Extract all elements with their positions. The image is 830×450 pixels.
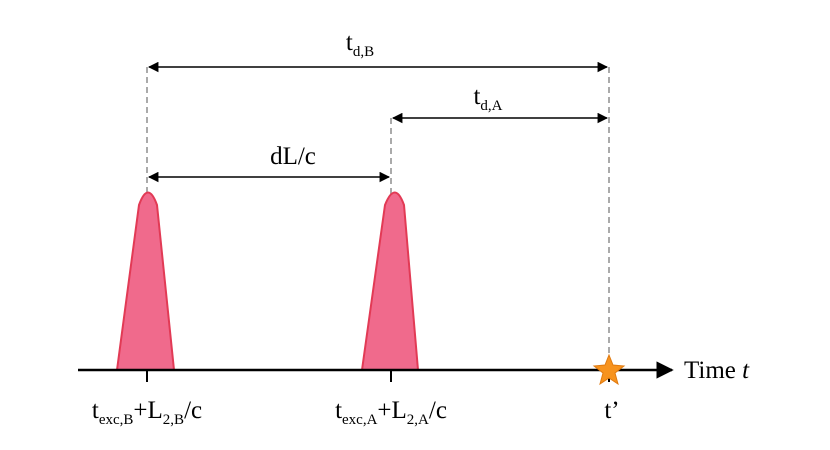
text-part: dL/c <box>270 143 316 170</box>
subscript: d,A <box>480 98 502 114</box>
pulse <box>360 191 420 371</box>
text-part: t <box>92 397 99 424</box>
text-part: t <box>473 83 480 110</box>
subscript: 2,A <box>407 412 429 428</box>
text-part: /c <box>184 397 202 424</box>
text-part: t’ <box>604 397 619 424</box>
interval-arrows <box>147 61 609 183</box>
subscript: d,B <box>353 44 374 60</box>
pulse <box>115 191 176 371</box>
label: t’ <box>604 397 619 424</box>
observation-star <box>592 353 626 386</box>
text-part: /c <box>429 397 447 424</box>
label: texc,B+L2,B/c <box>92 397 202 428</box>
text-part: t <box>742 357 750 384</box>
text-part: t <box>346 29 353 56</box>
subscript: exc,A <box>342 412 378 428</box>
label: td,B <box>346 29 374 60</box>
text-part: +L <box>377 397 406 424</box>
label: texc,A+L2,A/c <box>335 397 447 428</box>
label: Time t <box>684 357 750 384</box>
axis-ticks <box>146 370 610 382</box>
label: dL/c <box>270 143 316 170</box>
text-part: t <box>335 397 342 424</box>
label: td,A <box>473 83 502 114</box>
text-part: Time <box>684 357 742 384</box>
text-part: +L <box>133 397 162 424</box>
subscript: 2,B <box>163 412 184 428</box>
subscript: exc,B <box>99 412 134 428</box>
